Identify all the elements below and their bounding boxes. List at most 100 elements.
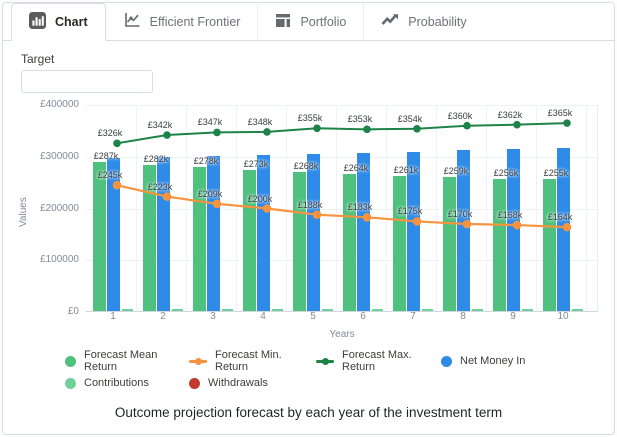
contributions-bar[interactable] <box>172 308 183 311</box>
line-point[interactable] <box>263 128 271 136</box>
x-axis-tick: 7 <box>410 311 416 322</box>
contributions-marker-icon <box>65 377 76 389</box>
data-label: £287k <box>93 151 119 162</box>
net-money-in-bar[interactable] <box>407 151 420 311</box>
line-point[interactable] <box>513 120 521 129</box>
data-label: £261k <box>393 164 419 175</box>
legend-item-net-money-in[interactable]: Net Money In <box>441 349 614 373</box>
contributions-bar[interactable] <box>422 308 433 311</box>
chart-area: Values £287k £282k £278k £273k £268k £264k £26… <box>3 99 614 345</box>
net-money-in-bar[interactable] <box>307 153 320 311</box>
legend-item-contributions[interactable]: Contributions <box>65 377 189 389</box>
contributions-bar[interactable] <box>222 308 233 311</box>
mean-return-bar[interactable] <box>93 162 106 311</box>
line-point[interactable] <box>462 219 472 229</box>
line-point[interactable] <box>562 222 572 232</box>
legend-label: Withdrawals <box>208 377 268 389</box>
line-point[interactable] <box>262 204 272 213</box>
net-money-in-bar[interactable] <box>357 152 370 311</box>
x-axis-tick: 4 <box>260 311 266 322</box>
line-point[interactable] <box>463 121 471 130</box>
gridline <box>86 156 597 158</box>
gridline <box>336 105 337 311</box>
contributions-bar[interactable] <box>522 308 533 311</box>
legend-item-withdrawals[interactable]: Withdrawals <box>189 377 316 389</box>
contributions-bar[interactable] <box>472 308 483 311</box>
x-axis-tick: 10 <box>557 311 569 322</box>
data-label: £264k <box>343 163 369 174</box>
contributions-bar[interactable] <box>122 308 133 311</box>
data-label: £223k <box>147 181 173 192</box>
data-label: £170k <box>447 209 473 220</box>
data-label: £360k <box>447 110 473 121</box>
line-point[interactable] <box>313 124 321 133</box>
x-axis-tick: 5 <box>310 311 316 322</box>
max-return-marker-icon <box>316 356 334 367</box>
x-axis-title: Years <box>329 329 355 340</box>
data-label: £353k <box>347 114 373 125</box>
target-input[interactable] <box>21 70 153 93</box>
mean-return-bar[interactable] <box>143 165 156 311</box>
mean-return-marker-icon <box>65 355 76 367</box>
line-point[interactable] <box>213 128 221 137</box>
contributions-bar[interactable] <box>372 308 383 311</box>
net-money-in-bar[interactable] <box>457 150 470 311</box>
line-point[interactable] <box>563 119 571 127</box>
gridline <box>236 105 237 311</box>
line-point[interactable] <box>212 199 222 209</box>
data-label: £282k <box>143 154 169 165</box>
line-point[interactable] <box>412 217 422 226</box>
mean-return-bar[interactable] <box>343 174 356 311</box>
contributions-bar[interactable] <box>572 308 583 311</box>
tab-portfolio[interactable]: Portfolio <box>258 3 365 40</box>
data-label: £278k <box>193 156 219 167</box>
line-point[interactable] <box>163 131 171 139</box>
mean-return-bar[interactable] <box>443 176 456 311</box>
y-axis-tick: £300000 <box>40 150 79 162</box>
net-money-in-bar[interactable] <box>507 149 520 311</box>
gridline <box>186 105 187 311</box>
tab-chart[interactable]: Chart <box>11 3 106 41</box>
tab-probability[interactable]: Probability <box>364 3 484 40</box>
tab-chart-label: Chart <box>55 15 88 29</box>
gridline <box>486 105 487 311</box>
chart-legend: Forecast Mean Return Forecast Min. Retur… <box>65 349 614 389</box>
line-point[interactable] <box>363 125 371 134</box>
legend-item-max-return[interactable]: Forecast Max. Return <box>316 349 441 373</box>
line-point[interactable] <box>312 210 322 220</box>
mean-return-bar[interactable] <box>243 169 256 311</box>
mean-return-bar[interactable] <box>493 178 506 311</box>
data-label: £183k <box>347 202 373 213</box>
line-point[interactable] <box>413 125 421 133</box>
legend-item-min-return[interactable]: Forecast Min. Return <box>189 349 316 373</box>
y-axis-tick: £0 <box>67 306 79 317</box>
line-point[interactable] <box>112 180 122 190</box>
gridline <box>436 105 437 311</box>
gridline <box>386 105 387 311</box>
tab-bar: Chart Efficient Frontier Portfolio Proba… <box>3 3 614 41</box>
x-axis-tick: 3 <box>210 311 216 322</box>
gridline <box>86 260 597 262</box>
net-money-in-bar[interactable] <box>207 156 220 311</box>
net-money-in-bar[interactable] <box>257 155 270 311</box>
data-label: £188k <box>297 199 323 210</box>
mean-return-bar[interactable] <box>393 175 406 311</box>
contributions-bar[interactable] <box>272 308 283 311</box>
line-point[interactable] <box>362 212 372 222</box>
legend-label: Net Money In <box>460 355 526 367</box>
mean-return-bar[interactable] <box>193 167 206 311</box>
mean-return-bar[interactable] <box>293 172 306 311</box>
mean-return-bar[interactable] <box>543 179 556 311</box>
net-money-in-bar[interactable] <box>107 158 120 311</box>
data-label: £355k <box>297 113 323 124</box>
legend-label: Contributions <box>84 377 149 389</box>
line-point[interactable] <box>162 192 172 201</box>
line-point[interactable] <box>512 220 522 230</box>
tab-efficient-frontier[interactable]: Efficient Frontier <box>105 3 259 40</box>
data-label: £256k <box>493 167 519 178</box>
gridline <box>86 208 597 210</box>
legend-item-mean-return[interactable]: Forecast Mean Return <box>65 349 189 373</box>
line-point[interactable] <box>113 139 121 148</box>
contributions-bar[interactable] <box>322 308 333 311</box>
